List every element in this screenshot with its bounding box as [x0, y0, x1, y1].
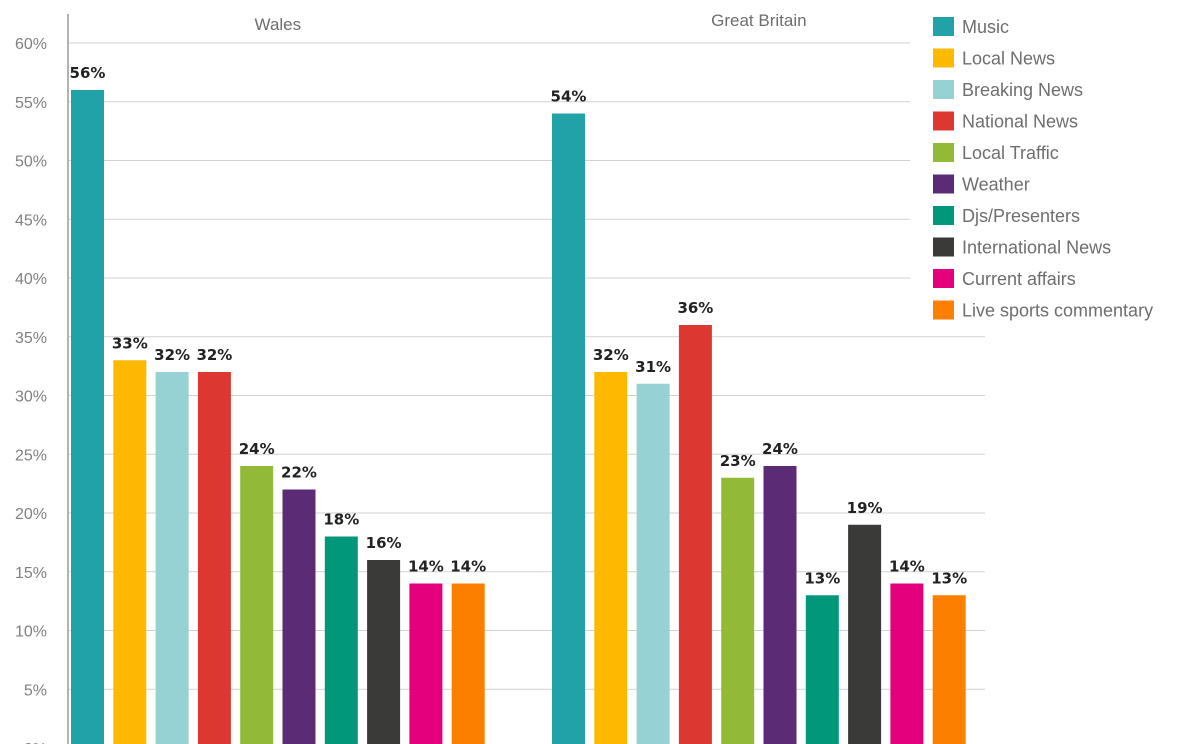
bar [552, 113, 585, 744]
bar [155, 372, 189, 744]
legend-label: Weather [962, 175, 1030, 195]
bar [197, 372, 231, 744]
legend-swatch [933, 269, 954, 288]
bar [721, 477, 755, 744]
data-label: 16% [366, 534, 402, 552]
legend-label: National News [962, 112, 1078, 132]
legend-swatch [933, 111, 954, 131]
data-label: 14% [408, 558, 444, 576]
legend: Music Local News Breaking News National New… [933, 17, 1153, 321]
legend-label: Local News [962, 49, 1055, 69]
legend-label: Music [962, 17, 1009, 37]
bar [240, 466, 274, 744]
bars: 56% 54% 33% 32% 32% 31% 32% 36% 24% 23% 22% 24% 18% 1… [70, 64, 967, 744]
bar [451, 583, 485, 744]
data-label: 24% [239, 440, 275, 458]
bar [636, 383, 670, 744]
legend-swatch [933, 17, 954, 36]
y-tick-label: 35% [15, 330, 47, 347]
data-label: 36% [677, 299, 713, 317]
y-tick-label: 5% [24, 682, 47, 699]
data-label: 32% [154, 346, 190, 364]
legend-swatch [933, 174, 954, 194]
bar [678, 325, 712, 744]
data-label: 13% [804, 569, 840, 587]
y-tick-label: 10% [15, 624, 47, 641]
legend-label: Breaking News [962, 80, 1083, 100]
y-tick-label: 20% [15, 506, 47, 523]
data-label: 22% [281, 464, 317, 482]
legend-swatch [933, 143, 954, 162]
legend-swatch [933, 206, 954, 225]
bar [932, 595, 966, 744]
bar [71, 90, 104, 744]
bar [324, 536, 358, 744]
data-label: 56% [70, 64, 106, 82]
y-tick-label: 50% [15, 154, 47, 171]
data-label: 31% [635, 358, 671, 376]
bar [805, 595, 839, 744]
y-tick-label: 60% [15, 36, 47, 53]
data-label: 24% [762, 440, 798, 458]
legend-label: International News [962, 238, 1111, 258]
data-label: 14% [450, 558, 486, 576]
data-label: 14% [889, 558, 925, 576]
category-label: Great Britain [711, 11, 806, 30]
y-axis: 0% 5% 10% 15% 20% 25% 30% 35% 40% 45% 50% 55% 60% [15, 14, 69, 744]
data-label: 23% [720, 452, 756, 470]
legend-swatch [933, 48, 954, 68]
y-tick-label: 55% [15, 95, 47, 112]
data-label: 32% [593, 346, 629, 364]
bar [409, 583, 443, 744]
y-tick-label: 30% [15, 389, 47, 406]
category-label: Wales [255, 15, 302, 34]
bar [113, 360, 147, 744]
y-tick-label: 0% [24, 741, 47, 744]
y-tick-label: 25% [15, 447, 47, 464]
data-label: 33% [112, 334, 148, 352]
bar [594, 372, 628, 744]
legend-swatch [933, 237, 954, 257]
legend-swatch [933, 80, 954, 99]
bar [282, 489, 316, 744]
legend-swatch [933, 300, 954, 320]
data-label: 19% [847, 499, 883, 517]
data-label: 54% [551, 88, 587, 106]
y-tick-label: 45% [15, 212, 47, 229]
data-label: 32% [196, 346, 232, 364]
y-tick-label: 40% [15, 271, 47, 288]
legend-label: Live sports commentary [962, 301, 1153, 321]
y-tick-label: 15% [15, 565, 47, 582]
data-label: 18% [323, 511, 359, 529]
bar [763, 466, 797, 744]
bar [367, 560, 401, 744]
legend-label: Djs/Presenters [962, 206, 1080, 226]
legend-label: Local Traffic [962, 143, 1059, 163]
legend-label: Current affairs [962, 269, 1076, 289]
bar [848, 524, 882, 744]
bar [890, 583, 924, 744]
category-labels: Wales Great Britain [255, 11, 807, 34]
data-label: 13% [931, 569, 967, 587]
